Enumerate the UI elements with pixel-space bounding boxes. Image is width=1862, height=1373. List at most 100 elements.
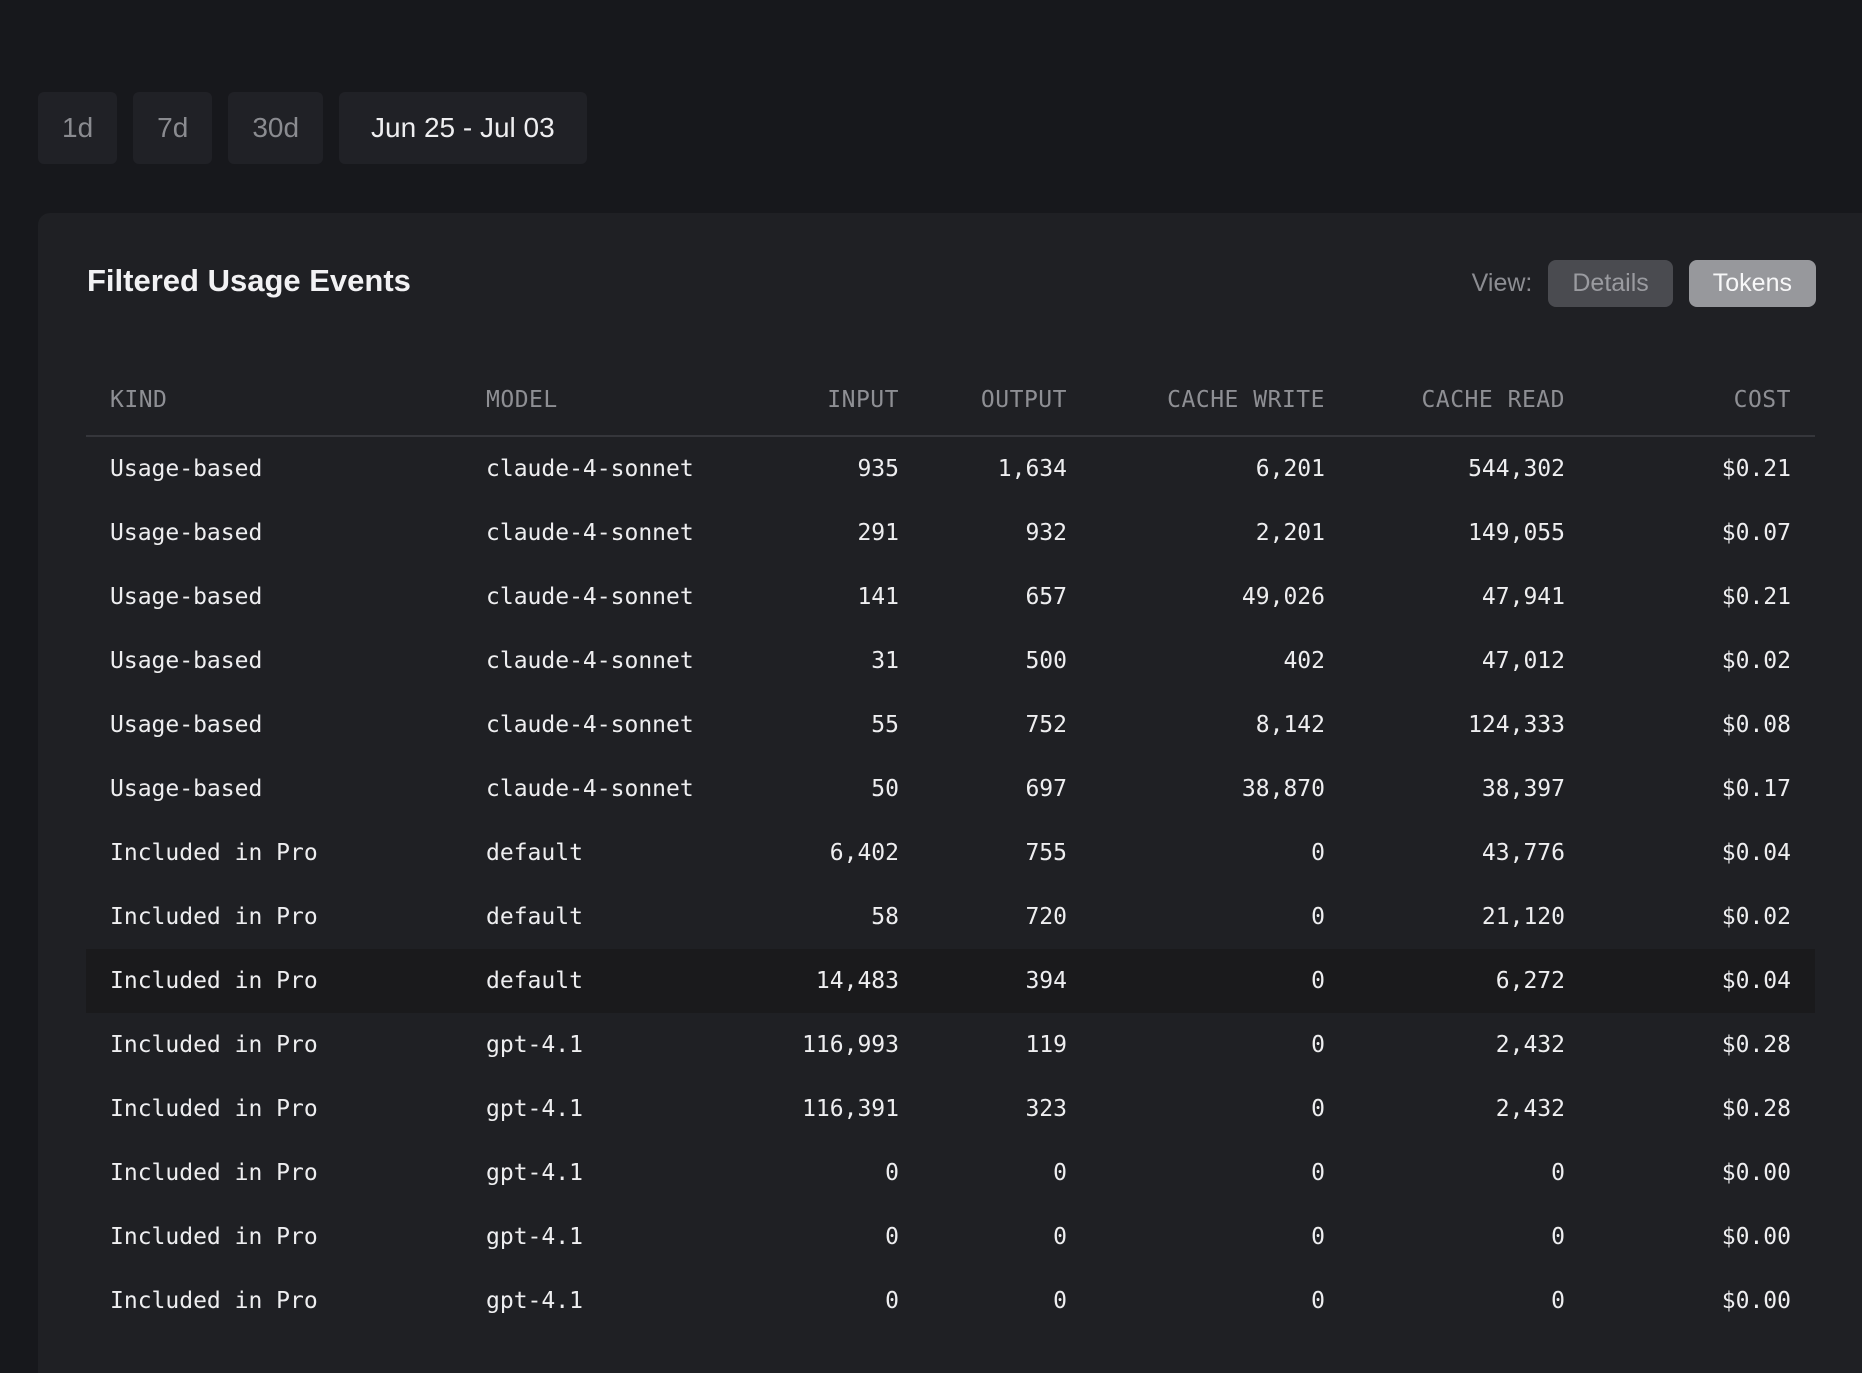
table-row: Included in Pro gpt-4.1 116,993 119 0 2,432 $0… [86,1013,1815,1077]
cell-output: 394 [923,949,1091,1013]
cell-cost: $0.04 [1589,949,1815,1013]
column-header-cache-read: CACHE READ [1349,364,1589,437]
cell-cache-read: 124,333 [1468,712,1565,738]
cell-model: claude-4-sonnet [486,520,694,546]
cell-input: 50 [871,776,899,802]
table-row: Usage-based claude-4-sonnet 55 752 8,142 124,… [86,693,1815,757]
table-row: Included in Pro default 58 720 0 21,120 $0.02 [86,885,1815,949]
cell-model: default [486,904,583,930]
cell-cost: $0.17 [1721,776,1791,802]
cell-cache-read: 0 [1551,1160,1565,1186]
cell-cache-read: 6,272 [1349,949,1589,1013]
table-header-row: KIND MODEL INPUT OUTPUT CACHE WRITE CACHE REA… [86,364,1815,437]
cell-kind: Usage-based [110,776,263,802]
column-header-input: INPUT [756,364,923,437]
cell-cost: $0.00 [1721,1288,1791,1314]
column-header-model: MODEL [462,364,756,437]
range-30d-button[interactable]: 30d [228,92,324,164]
cell-kind: Usage-based [110,456,263,482]
cell-cache-write: 0 [1311,840,1325,866]
cell-cache-read: 2,432 [1495,1096,1565,1122]
cell-cache-write: 0 [1311,1032,1325,1058]
cell-cost: $0.21 [1721,584,1791,610]
cell-cache-write: 2,201 [1255,520,1325,546]
cell-model: gpt-4.1 [486,1288,583,1314]
view-switch: View: Details Tokens [1472,260,1816,307]
cell-output: 752 [1025,712,1067,738]
cell-input: 31 [871,648,899,674]
cell-model: claude-4-sonnet [486,648,694,674]
table-row: Included in Pro gpt-4.1 0 0 0 0 $0.00 [86,1141,1815,1205]
cell-model: claude-4-sonnet [486,584,694,610]
cell-cache-read: 21,120 [1481,904,1565,930]
cell-kind: Included in Pro [110,1096,318,1122]
cell-input: 116,993 [802,1032,899,1058]
table-row: Included in Pro gpt-4.1 116,391 323 0 2,432 $0… [86,1077,1815,1141]
cell-cost: $0.02 [1721,648,1791,674]
cell-kind: Included in Pro [110,1224,318,1250]
cell-cost: $0.21 [1721,456,1791,482]
cell-model: claude-4-sonnet [486,456,694,482]
cell-input: 0 [885,1224,899,1250]
custom-date-range-button[interactable]: Jun 25 - Jul 03 [339,92,587,164]
date-range-selector: 1d 7d 30d Jun 25 - Jul 03 [38,92,587,164]
cell-model: gpt-4.1 [486,1224,583,1250]
table-row: Usage-based claude-4-sonnet 291 932 2,201 149… [86,501,1815,565]
cell-cache-read: 0 [1551,1224,1565,1250]
cell-input: 116,391 [802,1096,899,1122]
cell-cache-write: 49,026 [1241,584,1325,610]
view-tokens-button[interactable]: Tokens [1688,260,1816,307]
cell-cost: $0.07 [1721,520,1791,546]
cell-cache-read: 43,776 [1481,840,1565,866]
cell-cache-write: 0 [1311,1160,1325,1186]
cell-cost: $0.28 [1721,1096,1791,1122]
cell-output: 0 [1053,1224,1067,1250]
cell-kind: Included in Pro [110,1160,318,1186]
cell-input: 291 [857,520,899,546]
cell-input: 58 [871,904,899,930]
cell-input: 6,402 [829,840,899,866]
cell-cache-read: 149,055 [1468,520,1565,546]
cell-output: 932 [1025,520,1067,546]
view-details-button[interactable]: Details [1548,260,1673,307]
cell-cost: $0.00 [1721,1160,1791,1186]
cell-kind: Included in Pro [110,840,318,866]
cell-output: 657 [1025,584,1067,610]
cell-cache-read: 47,941 [1481,584,1565,610]
range-7d-button[interactable]: 7d [133,92,213,164]
cell-cost: $0.04 [1721,840,1791,866]
cell-cost: $0.02 [1721,904,1791,930]
cell-input: 935 [857,456,899,482]
cell-kind: Usage-based [110,584,263,610]
cell-kind: Included in Pro [110,904,318,930]
cell-cache-read: 544,302 [1468,456,1565,482]
cell-cache-write: 8,142 [1255,712,1325,738]
column-header-cache-write: CACHE WRITE [1091,364,1349,437]
cell-output: 0 [1053,1160,1067,1186]
cell-cache-write: 0 [1311,1096,1325,1122]
range-1d-button[interactable]: 1d [38,92,118,164]
cell-input: 0 [885,1160,899,1186]
table-row: Usage-based claude-4-sonnet 50 697 38,870 38,… [86,757,1815,821]
cell-cache-write: 38,870 [1241,776,1325,802]
card-title: Filtered Usage Events [87,263,411,298]
cell-input: 0 [885,1288,899,1314]
cell-output: 500 [1025,648,1067,674]
cell-cache-write: 6,201 [1255,456,1325,482]
view-label: View: [1471,269,1533,297]
cell-input: 55 [871,712,899,738]
column-header-output: OUTPUT [923,364,1091,437]
cell-output: 119 [1025,1032,1067,1058]
usage-events-table: KIND MODEL INPUT OUTPUT CACHE WRITE CACHE REA… [86,364,1815,1333]
cell-input: 141 [857,584,899,610]
table-body: Usage-based claude-4-sonnet 935 1,634 6,201 5… [86,436,1815,1333]
cell-input: 14,483 [756,949,923,1013]
cell-output: 720 [1025,904,1067,930]
cell-kind: Usage-based [110,712,263,738]
table-row: Usage-based claude-4-sonnet 935 1,634 6,201 5… [86,436,1815,501]
table-row: Included in Pro default 6,402 755 0 43,776 $0.… [86,821,1815,885]
cell-cache-write: 0 [1311,904,1325,930]
cell-output: 697 [1025,776,1067,802]
cell-cache-write: 0 [1091,949,1349,1013]
cell-cache-read: 47,012 [1481,648,1565,674]
